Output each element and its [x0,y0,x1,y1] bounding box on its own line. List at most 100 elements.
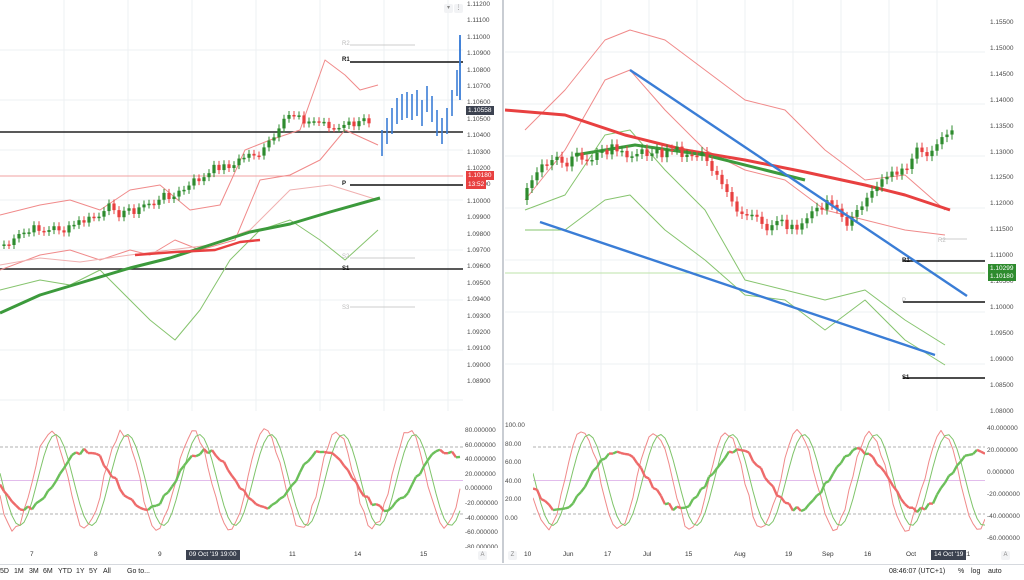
price-tick-label: 1.10300 [467,149,491,156]
lower-band-line [0,220,378,340]
right-price-chart[interactable] [505,0,985,411]
candle-body [810,211,813,218]
left-osc-momentum-segment [316,451,320,452]
candle-body [327,122,330,128]
right-osc-momentum-segment [725,452,729,458]
candle-body [605,150,608,155]
range-5d[interactable]: 5D [0,568,9,575]
goto-button[interactable]: Go to... [127,568,150,575]
candle-body [945,135,948,138]
candle-body [97,217,100,219]
right-osc-momentum-segment [601,459,605,460]
candle-body [695,156,698,158]
candle-body [292,115,295,117]
left-osc-momentum-segment [72,452,76,455]
percent-toggle[interactable]: % [958,568,964,575]
candle-body [77,220,80,225]
osc-tick-label: 0.000000 [987,469,1014,476]
candle-body [257,156,260,158]
menu-icon[interactable]: ⋮ [454,4,463,13]
auto-toggle[interactable]: auto [988,568,1002,575]
range-6m[interactable]: 6M [43,568,53,575]
left-osc-momentum-segment [268,505,272,509]
candle-body [720,175,723,184]
candle-body [805,218,808,223]
candle-body [630,156,633,158]
range-3m[interactable]: 3M [29,568,39,575]
right-osc-momentum-segment [801,509,805,511]
osc-tick-label: -60.000000 [465,529,498,536]
right-price-pane[interactable]: R2 R1 P S1 [505,0,985,411]
candle-body [750,215,753,217]
right-osc-momentum-segment [945,476,949,483]
candle-body [660,149,663,157]
left-osc-momentum-segment [12,502,16,506]
left-price-chart[interactable] [0,0,463,411]
right-stochastic-chart[interactable] [533,413,985,547]
candle-body [72,225,75,227]
candle-body [262,147,265,155]
candle-body [895,172,898,175]
left-osc-momentum-segment [384,511,388,512]
right-cursor-time: 14 Oct '19 [931,550,966,560]
left-oscillator-pane[interactable] [0,413,463,547]
collapse-arrow-icon[interactable]: ▾ [444,4,453,13]
right-osc-momentum-segment [541,499,545,501]
auto-scale-icon[interactable]: A [478,551,487,560]
clock-readout[interactable]: 08:46:07 (UTC+1) [889,568,945,575]
auto-scale-icon-right[interactable]: A [1001,551,1010,560]
price-tick-label: 1.12500 [990,174,1014,181]
price-tick-label: 1.09000 [990,356,1014,363]
right-osc-momentum-segment [885,473,889,479]
pane-divider[interactable] [502,0,504,563]
range-all[interactable]: All [103,568,111,575]
candle-body [207,173,210,177]
range-1m[interactable]: 1M [14,568,24,575]
log-toggle[interactable]: log [971,568,980,575]
candle-body [545,164,548,166]
right-osc-momentum-segment [645,477,649,479]
range-5y[interactable]: 5Y [89,568,98,575]
candle-body [137,207,140,214]
left-osc-momentum-segment [280,496,284,498]
candle-body [675,147,678,150]
left-red-price-tag: 1.10180 [466,171,494,180]
right-osc-momentum-segment [629,455,633,458]
candle-body [107,203,110,211]
price-tick-label: 1.15500 [990,19,1014,26]
left-stochastic-chart[interactable] [0,413,463,547]
left-osc-momentum-segment [300,464,304,472]
zoom-icon[interactable]: Z [508,551,517,560]
price-tick-label: 1.09900 [467,214,491,221]
left-osc-momentum-segment [260,506,264,507]
candle-body [17,234,20,238]
candle-body [635,154,638,156]
time-tick-label: 10 [524,551,531,558]
range-1y[interactable]: 1Y [76,568,85,575]
left-price-pane[interactable]: R2 R1 P S2 S1 S3 ▾ ⋮ [0,0,463,411]
candle-body [815,208,818,212]
candle-body [357,121,360,126]
left-osc-momentum-segment [84,449,88,453]
right-osc-momentum-segment [841,456,845,463]
candle-body [690,155,693,157]
price-tick-label: 1.09400 [467,296,491,303]
bottom-toolbar: 5D 1M 3M 6M YTD 1Y 5Y All Go to... 08:46… [0,564,1024,580]
candle-body [122,211,125,217]
time-tick-label: 15 [420,551,427,558]
candle-body [142,204,145,207]
candle-body [580,153,583,160]
right-oscillator-pane[interactable] [533,413,985,547]
range-ytd[interactable]: YTD [58,568,72,575]
left-osc-momentum-segment [276,499,280,503]
right-osc-momentum-segment [673,507,677,511]
left-osc-momentum-segment [120,489,124,495]
price-tick-label: 1.13000 [990,149,1014,156]
